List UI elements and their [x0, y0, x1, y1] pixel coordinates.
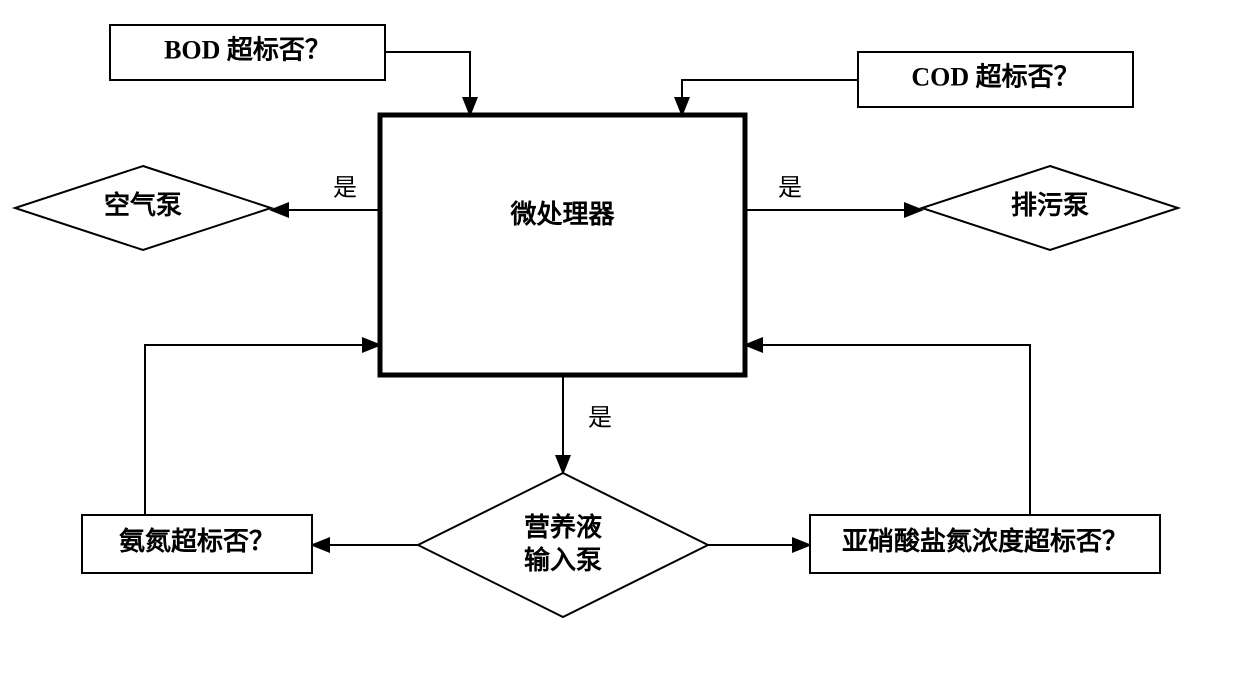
label-no2: 亚硝酸盐氮浓度超标否？ [842, 526, 1128, 556]
edge-no2-to-cpu [745, 345, 1030, 515]
label-cod: COD 超标否？ [911, 62, 1079, 91]
edge-bod-to-cpu [385, 52, 470, 115]
flowchart-canvas: 是是是BOD 超标否？COD 超标否？微处理器空气泵排污泵氨氮超标否？营养液输入… [0, 0, 1240, 697]
label-drain: 排污泵 [1011, 191, 1089, 220]
edge-cod-to-cpu [682, 80, 858, 115]
label-bod: BOD 超标否？ [164, 35, 331, 64]
edge-label-cpu-to-nutr: 是 [588, 406, 612, 432]
edge-label-cpu-to-air: 是 [333, 176, 357, 202]
label-nutrient-1: 营养液 [524, 512, 602, 542]
label-cpu: 微处理器 [509, 199, 615, 229]
edge-label-cpu-to-drain: 是 [778, 176, 802, 202]
node-cpu [380, 115, 745, 375]
label-nutrient-2: 输入泵 [524, 545, 602, 575]
label-nh3: 氨氮超标否？ [119, 526, 275, 556]
edge-nh3-to-cpu [145, 345, 380, 515]
label-air: 空气泵 [104, 190, 182, 220]
